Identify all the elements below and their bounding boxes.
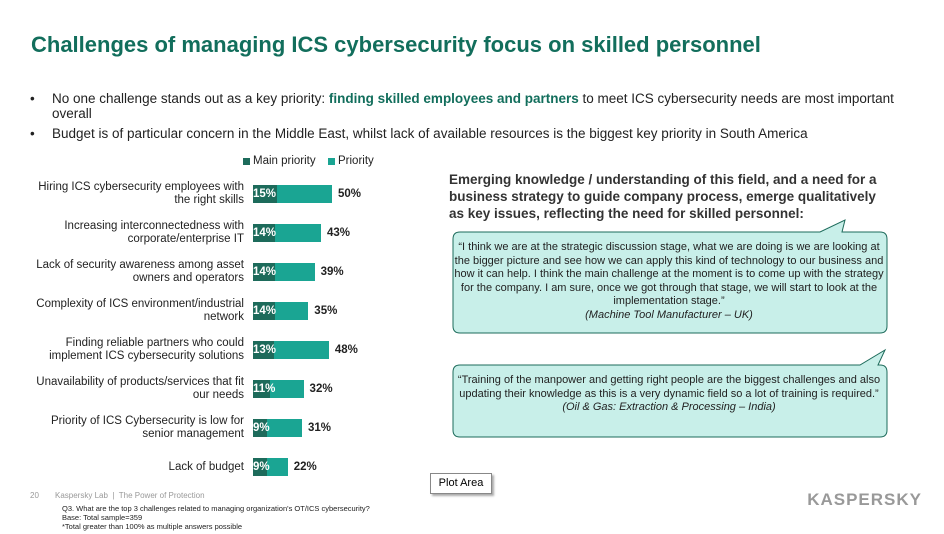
note: *Total greater than 100% as multiple ans… (62, 522, 243, 531)
legend-label: Main priority (253, 155, 316, 167)
quote: “I think we are at the strategic discuss… (453, 241, 885, 322)
legend-label: Priority (338, 155, 374, 167)
value-label: 35% (314, 305, 338, 317)
bar (253, 263, 276, 281)
value-label: 14% (253, 227, 277, 239)
value-label: 14% (253, 305, 277, 317)
text: finding skilled employees and partners (328, 91, 579, 106)
quote: “Training of the manpower and getting ri… (453, 374, 885, 415)
value-label: 48% (334, 344, 358, 356)
bar (253, 302, 276, 320)
footer-text: Kaspersky Lab | The Power of Protection (55, 491, 205, 500)
category-label: Finding reliable partners who could impl… (49, 337, 244, 362)
bullet: Budget is of particular concern in the M… (30, 126, 902, 141)
quote-source: (Oil & Gas: Extraction & Processing – In… (562, 401, 776, 413)
tooltip: Plot Area (430, 473, 492, 494)
value-label: 9% (253, 422, 270, 434)
bar (253, 224, 276, 242)
bar (253, 341, 274, 359)
value-label: 22% (293, 461, 317, 473)
value-label: 15% (253, 188, 277, 200)
insight: Emerging knowledge / understanding of th… (449, 172, 877, 221)
value-label: 50% (338, 188, 362, 200)
category-label: Complexity of ICS environment/industrial… (36, 298, 244, 323)
value-label: 9% (253, 461, 270, 473)
text: to meet ICS cybersecurity needs are most… (52, 91, 894, 121)
value-label: 11% (253, 383, 276, 395)
slide-title: Challenges of managing ICS cybersecurity… (31, 32, 761, 57)
text: No one challenge stands out as a key pri… (52, 91, 329, 106)
bar (253, 458, 268, 476)
quote-source: (Machine Tool Manufacturer – UK) (585, 308, 753, 321)
bullet: No one challenge stands out as a key pri… (30, 91, 902, 121)
category-label: Hiring ICS cybersecurity employees with … (38, 181, 244, 206)
logo: KASPERSKY (807, 490, 922, 509)
value-label: 13% (253, 344, 277, 356)
legend-swatch (328, 158, 335, 165)
page-number: 20 (30, 491, 39, 500)
category-label: Priority of ICS Cybersecurity is low for… (51, 415, 244, 440)
value-label: 43% (326, 227, 350, 239)
legend-swatch (243, 158, 250, 165)
category-label: Lack of security awareness among asset o… (36, 259, 244, 284)
value-label: 39% (320, 266, 344, 278)
category-label: Increasing interconnectedness with corpo… (64, 220, 244, 245)
category-label: Unavailability of products/services that… (36, 376, 244, 401)
value-label: 14% (253, 266, 277, 278)
category-label: Lack of budget (168, 460, 244, 473)
value-label: 31% (307, 422, 331, 434)
bar (253, 419, 268, 437)
callout-box (452, 348, 888, 438)
text: Budget is of particular concern in the M… (52, 126, 808, 141)
value-label: 32% (309, 383, 333, 395)
note: Q3. What are the top 3 challenges relate… (62, 504, 370, 513)
callout-box (452, 219, 888, 334)
note: Base: Total sample=359 (62, 513, 143, 522)
quote-text: “I think we are at the strategic discuss… (454, 241, 884, 307)
quote-text: “Training of the manpower and getting ri… (457, 374, 881, 400)
bar (253, 380, 271, 398)
bar (253, 185, 277, 203)
